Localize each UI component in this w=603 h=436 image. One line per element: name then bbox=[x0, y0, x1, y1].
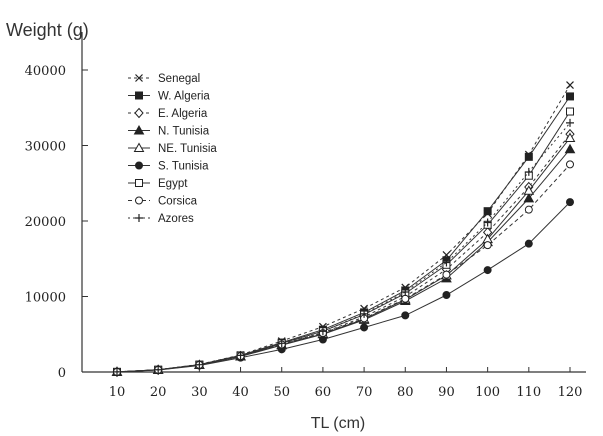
marker-plus bbox=[113, 367, 121, 376]
x-tick-label: 50 bbox=[273, 385, 290, 400]
x-tick-label: 70 bbox=[356, 385, 373, 400]
legend-item: S. Tunisia bbox=[128, 161, 209, 173]
legend-item: Corsica bbox=[128, 196, 198, 208]
legend-item: Egypt bbox=[128, 178, 188, 190]
marker-plus bbox=[277, 339, 286, 348]
legend-label: S. Tunisia bbox=[158, 161, 209, 173]
x-tick-label: 30 bbox=[191, 385, 208, 400]
legend-label: Corsica bbox=[158, 196, 198, 208]
legend-label: Azores bbox=[158, 213, 194, 225]
series-corsica bbox=[113, 160, 574, 376]
x-tick-label: 20 bbox=[150, 385, 167, 400]
x-tick-label: 80 bbox=[397, 385, 414, 400]
legend-label: Senegal bbox=[158, 73, 200, 85]
marker-circle bbox=[360, 323, 369, 332]
marker-triangle bbox=[564, 143, 576, 154]
marker-square bbox=[483, 207, 492, 216]
legend-label: W. Algeria bbox=[158, 91, 210, 103]
x-tick-label: 110 bbox=[516, 385, 541, 400]
legend-item: Senegal bbox=[128, 73, 200, 85]
marker-square bbox=[524, 152, 533, 161]
marker-triangle bbox=[523, 185, 535, 195]
series-line bbox=[116, 164, 571, 373]
y-tick-label: 40000 bbox=[25, 64, 66, 79]
marker-plus bbox=[318, 327, 327, 336]
legend: Senegal W. Algeria E. Algeria N. Tunisia NE.… bbox=[128, 73, 217, 225]
marker-diamond bbox=[134, 107, 144, 119]
x-tick-label: 120 bbox=[558, 385, 583, 400]
x-tick-label: 40 bbox=[232, 385, 249, 400]
marker-plus bbox=[195, 360, 204, 369]
marker-plus bbox=[360, 309, 369, 318]
series-line bbox=[116, 201, 571, 373]
marker-triangle bbox=[523, 192, 535, 203]
series-line bbox=[116, 84, 571, 373]
marker-x bbox=[566, 81, 574, 90]
legend-item: N. Tunisia bbox=[128, 124, 210, 138]
series-line bbox=[116, 96, 571, 373]
marker-plus bbox=[483, 218, 492, 227]
marker-circle bbox=[483, 241, 492, 250]
legend-label: NE. Tunisia bbox=[158, 143, 217, 155]
marker-plus bbox=[566, 118, 574, 127]
series-layer bbox=[111, 81, 576, 378]
marker-plus bbox=[236, 351, 245, 360]
series-line bbox=[116, 133, 571, 373]
marker-circle bbox=[135, 196, 143, 205]
marker-circle bbox=[442, 290, 451, 299]
legend-item: Azores bbox=[128, 213, 194, 225]
legend-item: E. Algeria bbox=[128, 107, 208, 120]
x-tick-label: 10 bbox=[109, 385, 126, 400]
marker-circle bbox=[401, 294, 410, 303]
legend-item: W. Algeria bbox=[128, 91, 210, 103]
marker-circle bbox=[524, 239, 533, 248]
marker-triangle bbox=[133, 142, 145, 152]
legend-label: Egypt bbox=[158, 178, 188, 190]
marker-plus bbox=[524, 167, 533, 176]
marker-circle bbox=[135, 161, 143, 170]
marker-circle bbox=[524, 205, 533, 214]
marker-circle bbox=[566, 160, 574, 169]
legend-label: E. Algeria bbox=[158, 108, 208, 120]
x-axis-label: TL (cm) bbox=[311, 415, 366, 432]
marker-circle bbox=[566, 198, 574, 207]
marker-circle bbox=[483, 266, 492, 275]
y-tick-label: 30000 bbox=[25, 140, 66, 155]
marker-square bbox=[566, 92, 574, 101]
marker-plus bbox=[442, 258, 451, 267]
series-line bbox=[116, 137, 571, 373]
marker-square bbox=[135, 179, 143, 187]
marker-plus bbox=[401, 287, 410, 296]
marker-square bbox=[135, 91, 143, 100]
series-s-tunisia bbox=[113, 198, 574, 376]
y-axis-label: Weight (g) bbox=[6, 20, 89, 40]
marker-x bbox=[135, 74, 143, 82]
marker-triangle bbox=[133, 124, 145, 135]
legend-item: NE. Tunisia bbox=[128, 142, 217, 155]
x-tick-label: 60 bbox=[315, 385, 332, 400]
x-tick-label: 100 bbox=[475, 385, 500, 400]
legend-label: N. Tunisia bbox=[158, 126, 210, 138]
y-tick-label: 10000 bbox=[25, 291, 66, 306]
x-tick-label: 90 bbox=[438, 385, 455, 400]
marker-square bbox=[566, 107, 574, 116]
y-tick-label: 0 bbox=[58, 366, 66, 381]
marker-circle bbox=[442, 270, 451, 279]
marker-triangle bbox=[564, 132, 576, 142]
axes: 0 10000 20000 30000 40000 10 20 30 40 50 60 70 80 90 1… bbox=[25, 32, 586, 400]
y-tick-label: 20000 bbox=[25, 215, 66, 230]
marker-plus bbox=[154, 365, 163, 374]
marker-circle bbox=[401, 311, 410, 320]
series-azores bbox=[113, 118, 574, 376]
series-line bbox=[116, 122, 571, 373]
marker-plus bbox=[135, 214, 143, 222]
